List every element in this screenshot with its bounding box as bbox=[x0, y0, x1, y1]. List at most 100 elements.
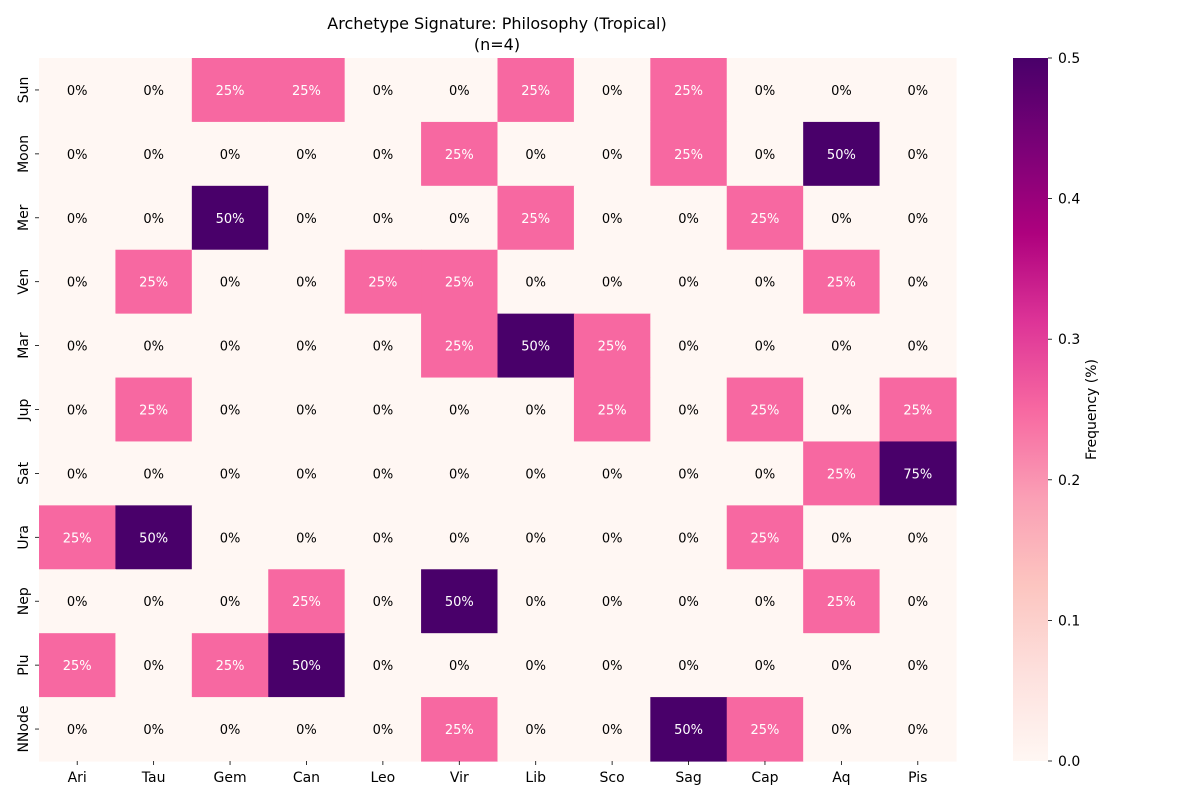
colorbar-tick-label: 0.3 bbox=[1058, 332, 1080, 348]
cell-value-label: 25% bbox=[827, 467, 856, 482]
heatmap-cell bbox=[191, 58, 269, 123]
heatmap-cell bbox=[879, 377, 957, 443]
cell-value-label: 0% bbox=[296, 467, 317, 482]
cell-value-label: 0% bbox=[525, 723, 546, 738]
heatmap-cell bbox=[726, 313, 804, 379]
heatmap-cell bbox=[115, 185, 193, 251]
heatmap-cell bbox=[191, 505, 269, 570]
cell-value-label: 25% bbox=[674, 148, 703, 163]
cell-value-label: 0% bbox=[67, 212, 88, 227]
cell-value-label: 0% bbox=[755, 340, 776, 355]
cell-value-label: 0% bbox=[755, 595, 776, 610]
heatmap-cell bbox=[573, 377, 651, 443]
cell-value-label: 0% bbox=[831, 531, 852, 546]
heatmap-cell bbox=[39, 58, 117, 123]
cell-value-label: 0% bbox=[907, 340, 928, 355]
heatmap-cell bbox=[879, 185, 957, 251]
cell-value-label: 0% bbox=[907, 212, 928, 227]
heatmap-cell bbox=[573, 249, 651, 315]
cell-value-label: 0% bbox=[67, 595, 88, 610]
x-tick-label: Can bbox=[293, 770, 320, 786]
y-tick-label: Plu bbox=[16, 655, 32, 676]
cell-value-label: 0% bbox=[831, 84, 852, 99]
cell-value-label: 0% bbox=[67, 467, 88, 482]
cell-value-label: 25% bbox=[521, 84, 550, 99]
cell-value-label: 25% bbox=[445, 340, 474, 355]
cell-value-label: 0% bbox=[143, 84, 164, 99]
heatmap-cell bbox=[650, 249, 728, 315]
x-tick-label: Lib bbox=[525, 770, 546, 786]
cell-value-label: 0% bbox=[831, 340, 852, 355]
heatmap-cell bbox=[344, 121, 422, 187]
cell-value-label: 0% bbox=[525, 276, 546, 291]
heatmap-cell bbox=[573, 121, 651, 187]
cell-value-label: 50% bbox=[139, 531, 168, 546]
y-tick-label: NNode bbox=[16, 706, 32, 753]
heatmap-cell bbox=[879, 505, 957, 570]
y-axis: Sun Moon Mer Ven Mar Jup Sat Ura Nep Plu NNode bbox=[16, 77, 39, 753]
heatmap-cell bbox=[573, 633, 651, 698]
cell-value-label: 50% bbox=[521, 340, 550, 355]
heatmap-cell bbox=[803, 569, 881, 634]
cell-value-label: 0% bbox=[67, 340, 88, 355]
cell-value-label: 0% bbox=[296, 276, 317, 291]
cell-value-label: 75% bbox=[903, 467, 932, 482]
colorbar-gradient bbox=[1013, 58, 1048, 761]
heatmap-cell bbox=[497, 441, 575, 506]
cell-value-label: 0% bbox=[831, 723, 852, 738]
heatmap-cell bbox=[497, 249, 575, 315]
y-tick-label: Nep bbox=[16, 587, 32, 615]
cell-value-label: 0% bbox=[831, 404, 852, 419]
cell-value-label: 0% bbox=[907, 276, 928, 291]
heatmap-cell bbox=[879, 697, 957, 762]
cell-value-label: 0% bbox=[296, 404, 317, 419]
heatmap-cell bbox=[726, 697, 804, 762]
heatmap-cell bbox=[573, 185, 651, 251]
cell-value-label: 0% bbox=[67, 723, 88, 738]
cell-value-label: 0% bbox=[755, 467, 776, 482]
heatmap-cell bbox=[879, 249, 957, 315]
cell-value-label: 0% bbox=[525, 659, 546, 674]
heatmap-cell bbox=[573, 313, 651, 379]
heatmap-cell bbox=[191, 249, 269, 315]
heatmap-cell bbox=[803, 441, 881, 506]
cell-value-label: 0% bbox=[220, 404, 241, 419]
cell-value-label: 0% bbox=[678, 659, 699, 674]
heatmap-cell bbox=[803, 377, 881, 443]
y-tick-label: Ura bbox=[16, 525, 32, 550]
heatmap-cell bbox=[803, 58, 881, 123]
heatmap-cell bbox=[344, 58, 422, 123]
heatmap-cell bbox=[726, 633, 804, 698]
heatmap-cell bbox=[497, 58, 575, 123]
heatmap-cell bbox=[726, 505, 804, 570]
heatmap-cell bbox=[497, 313, 575, 379]
heatmap-cell bbox=[726, 249, 804, 315]
cell-value-label: 0% bbox=[373, 212, 394, 227]
cell-value-label: 0% bbox=[373, 659, 394, 674]
heatmap-cell bbox=[39, 441, 117, 506]
heatmap-cell bbox=[268, 377, 346, 443]
heatmap-cell bbox=[191, 633, 269, 698]
y-tick-label: Jup bbox=[16, 398, 32, 421]
cell-value-label: 0% bbox=[449, 84, 470, 99]
cell-value-label: 0% bbox=[602, 148, 623, 163]
heatmap-cell bbox=[650, 313, 728, 379]
heatmap-cell bbox=[421, 377, 499, 443]
heatmap-cell bbox=[39, 249, 117, 315]
cell-value-label: 25% bbox=[216, 659, 245, 674]
cell-value-label: 0% bbox=[220, 595, 241, 610]
cell-value-label: 25% bbox=[827, 276, 856, 291]
x-tick-label: Vir bbox=[450, 770, 469, 786]
heatmap-cell bbox=[421, 697, 499, 762]
chart-subtitle: (n=4) bbox=[474, 35, 520, 54]
chart-title: Archetype Signature: Philosophy (Tropica… bbox=[327, 14, 666, 33]
heatmap-cell bbox=[573, 697, 651, 762]
heatmap-cell bbox=[39, 121, 117, 187]
heatmap-cell bbox=[191, 121, 269, 187]
heatmap-cell bbox=[115, 633, 193, 698]
cell-value-label: 0% bbox=[907, 148, 928, 163]
heatmap-cell bbox=[421, 569, 499, 634]
x-tick-label: Sag bbox=[675, 770, 701, 786]
heatmap-cell bbox=[39, 377, 117, 443]
